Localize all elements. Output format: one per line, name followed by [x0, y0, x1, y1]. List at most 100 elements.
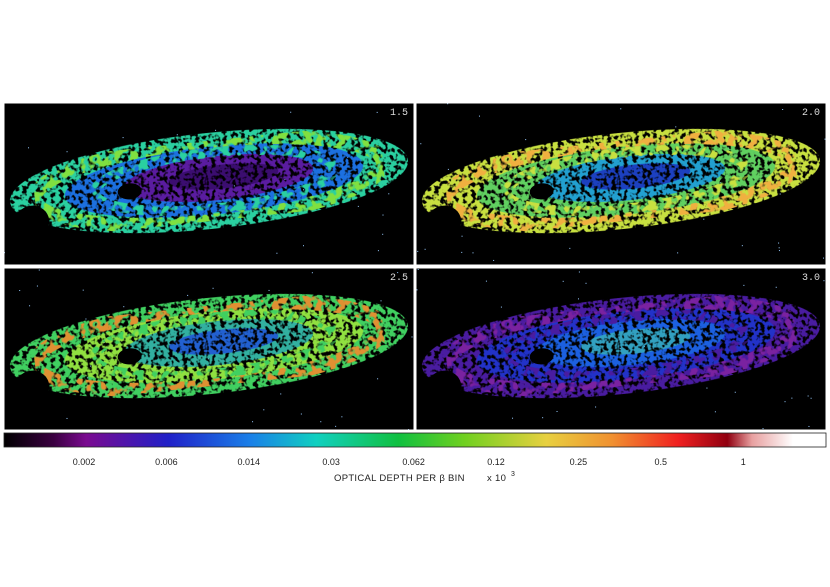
panel-label: 1.5	[390, 108, 408, 119]
star	[357, 205, 359, 207]
star	[569, 247, 571, 249]
tick-label: 0.006	[155, 457, 178, 467]
star	[784, 401, 786, 403]
star	[585, 282, 587, 284]
star	[417, 268, 419, 270]
star	[82, 289, 84, 291]
star	[263, 409, 265, 411]
star	[447, 103, 449, 105]
colorbar-ticks: 0.002 0.006 0.014 0.03 0.062 0.12 0.25 0.5 1	[73, 457, 746, 467]
panel-border	[3, 267, 415, 431]
star	[447, 168, 449, 170]
star	[706, 387, 708, 389]
star	[741, 245, 743, 247]
star	[300, 413, 302, 415]
star	[280, 393, 282, 395]
star	[824, 138, 826, 140]
companion-hole	[15, 370, 50, 403]
companion-hole	[15, 205, 50, 238]
panel-label: 2.0	[802, 108, 820, 119]
star	[578, 271, 580, 273]
star	[28, 147, 30, 149]
tick-label: 0.002	[73, 457, 96, 467]
star	[714, 411, 716, 413]
panel: 1.5	[3, 102, 415, 266]
panel-label: 2.5	[390, 273, 408, 284]
star	[810, 397, 812, 399]
star	[778, 247, 780, 249]
star	[212, 287, 214, 289]
star	[762, 428, 764, 430]
colorbar	[3, 432, 827, 448]
star	[461, 235, 463, 237]
star	[620, 108, 622, 110]
star	[411, 336, 413, 338]
star	[743, 284, 745, 286]
panel-border	[415, 267, 827, 431]
galaxy	[10, 128, 408, 238]
star	[782, 109, 784, 111]
panel-border	[3, 102, 415, 266]
star	[388, 193, 390, 195]
star	[808, 425, 810, 427]
star	[4, 252, 6, 254]
star	[778, 242, 780, 244]
star	[268, 289, 270, 291]
panel: 2.0	[415, 102, 827, 266]
star	[525, 139, 527, 141]
star	[377, 378, 379, 380]
star	[276, 252, 278, 254]
star	[675, 126, 677, 128]
star	[122, 137, 124, 139]
star	[823, 257, 825, 259]
tick-label: 0.03	[322, 457, 340, 467]
star	[734, 391, 736, 393]
panels: 1.5 2.0 2.5 3.0	[3, 102, 827, 431]
star	[66, 151, 68, 153]
star	[376, 111, 378, 113]
star	[823, 280, 825, 282]
dust-hole	[117, 348, 142, 365]
dust-hole	[529, 183, 554, 200]
star	[290, 111, 292, 113]
star	[562, 280, 564, 282]
star	[341, 416, 343, 418]
star	[215, 129, 217, 131]
star	[335, 425, 337, 427]
colorbar-label: OPTICAL DEPTH PER β BIN	[334, 473, 465, 484]
star	[382, 214, 384, 216]
companion-hole	[427, 205, 462, 238]
core	[580, 328, 691, 355]
ring	[89, 144, 339, 217]
galaxy	[422, 293, 820, 403]
ring	[501, 309, 751, 382]
tick-label: 1	[741, 457, 746, 467]
companion-hole	[427, 370, 462, 403]
star	[775, 286, 777, 288]
star	[556, 410, 558, 412]
star	[397, 272, 399, 274]
star	[577, 298, 579, 300]
star	[382, 233, 384, 235]
star	[311, 272, 313, 274]
tick-label: 0.014	[238, 457, 261, 467]
tick-label: 0.062	[402, 457, 425, 467]
star	[303, 245, 305, 247]
star	[424, 248, 426, 250]
star	[19, 290, 21, 292]
colorbar-multiplier: x 10	[487, 473, 506, 484]
star	[778, 250, 780, 252]
star	[123, 306, 125, 308]
panel-border	[415, 102, 827, 266]
dust-hole	[529, 348, 554, 365]
star	[493, 259, 495, 261]
colorbar-exponent: 3	[511, 471, 515, 478]
ring	[501, 144, 751, 217]
panel: 2.5	[3, 267, 415, 431]
star	[472, 252, 474, 254]
star	[85, 318, 87, 320]
star	[703, 218, 705, 220]
star	[807, 395, 809, 397]
star	[176, 134, 178, 136]
galaxy	[10, 293, 408, 403]
